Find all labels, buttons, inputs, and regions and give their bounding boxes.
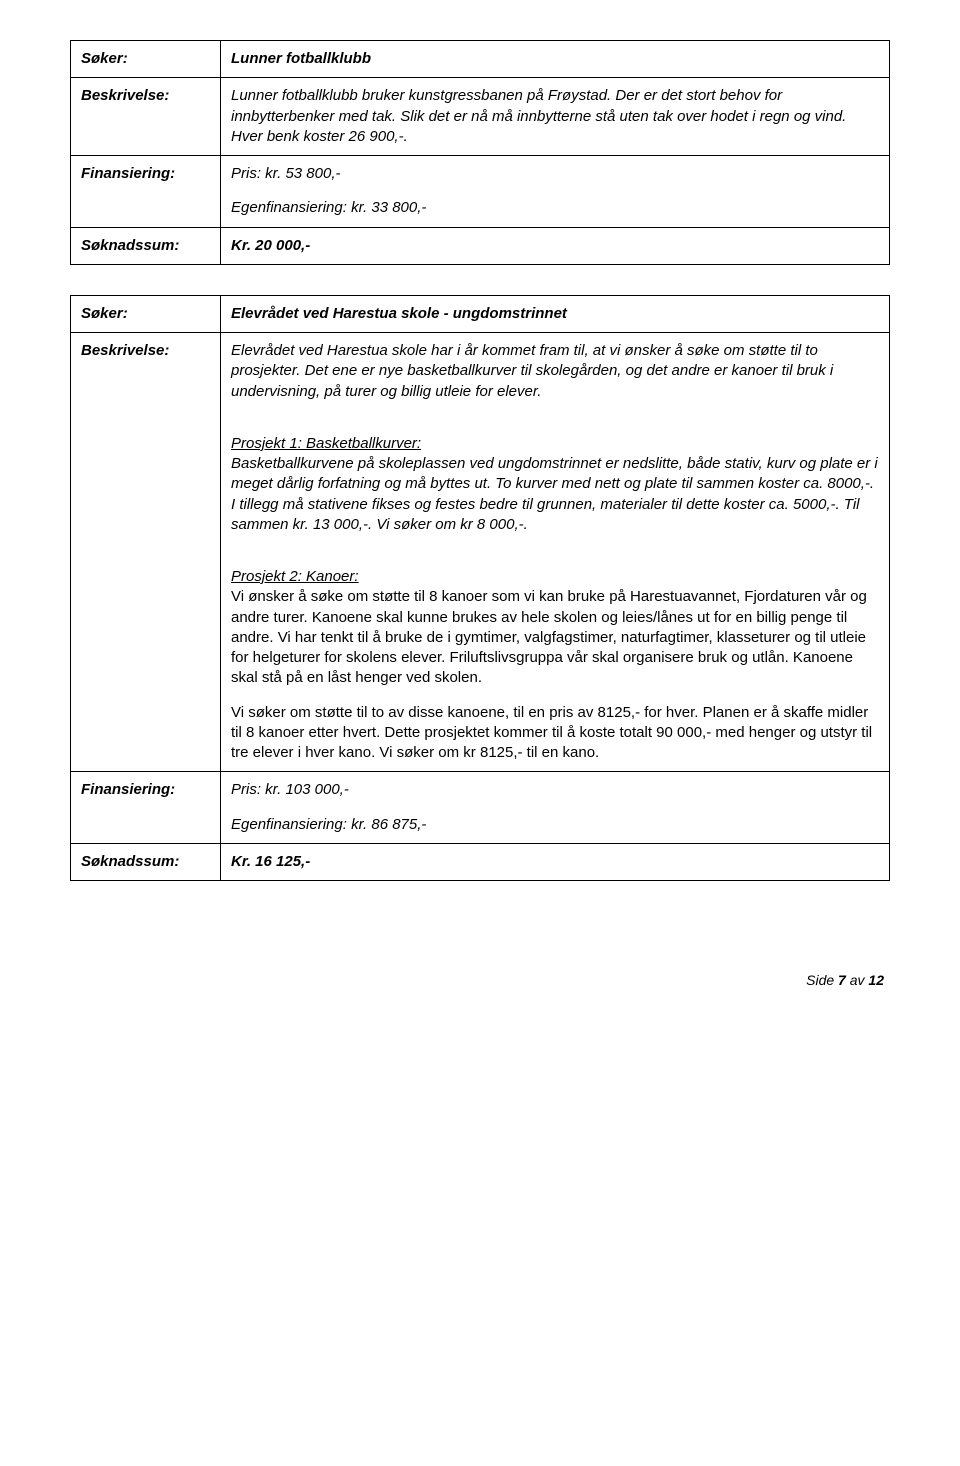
footer-mid: av	[846, 972, 869, 988]
finans-egen: Egenfinansiering: kr. 33 800,-	[231, 198, 879, 218]
project2-p1: Vi ønsker å søke om støtte til 8 kanoer …	[231, 587, 879, 688]
footer-total-pages: 12	[868, 972, 884, 988]
finansiering-value: Pris: kr. 53 800,- Egenfinansiering: kr.…	[221, 156, 890, 228]
beskrivelse-value: Elevrådet ved Harestua skole har i år ko…	[221, 333, 890, 772]
finans-pris: Pris: kr. 103 000,-	[231, 780, 879, 800]
soknadssum-label: Søknadssum:	[71, 227, 221, 264]
soknadssum-value: Kr. 20 000,-	[221, 227, 890, 264]
finansiering-value: Pris: kr. 103 000,- Egenfinansiering: kr…	[221, 772, 890, 844]
beskrivelse-value: Lunner fotballklubb bruker kunstgressban…	[221, 78, 890, 156]
application-table-2: Søker: Elevrådet ved Harestua skole - un…	[70, 295, 890, 881]
finansiering-label: Finansiering:	[71, 772, 221, 844]
finans-pris: Pris: kr. 53 800,-	[231, 164, 879, 184]
soker-label: Søker:	[71, 295, 221, 332]
finansiering-label: Finansiering:	[71, 156, 221, 228]
application-table-1: Søker: Lunner fotballklubb Beskrivelse: …	[70, 40, 890, 265]
footer-prefix: Side	[806, 972, 838, 988]
footer-current-page: 7	[838, 972, 846, 988]
project2-heading: Prosjekt 2: Kanoer:	[231, 567, 879, 587]
soknadssum-label: Søknadssum:	[71, 843, 221, 880]
project1-heading: Prosjekt 1: Basketballkurver:	[231, 434, 879, 454]
page-footer: Side 7 av 12	[70, 971, 890, 990]
finans-egen: Egenfinansiering: kr. 86 875,-	[231, 815, 879, 835]
soker-value: Lunner fotballklubb	[221, 41, 890, 78]
soker-value: Elevrådet ved Harestua skole - ungdomstr…	[221, 295, 890, 332]
project1-body: Basketballkurvene på skoleplassen ved un…	[231, 454, 879, 535]
soker-label: Søker:	[71, 41, 221, 78]
beskrivelse-p1: Elevrådet ved Harestua skole har i år ko…	[231, 341, 879, 402]
project2-heading-text: Prosjekt 2: Kanoer:	[231, 568, 359, 585]
beskrivelse-label: Beskrivelse:	[71, 333, 221, 772]
project1-heading-text: Prosjekt 1: Basketballkurver:	[231, 435, 421, 452]
project2-p2: Vi søker om støtte til to av disse kanoe…	[231, 703, 879, 764]
soknadssum-value: Kr. 16 125,-	[221, 843, 890, 880]
beskrivelse-label: Beskrivelse:	[71, 78, 221, 156]
